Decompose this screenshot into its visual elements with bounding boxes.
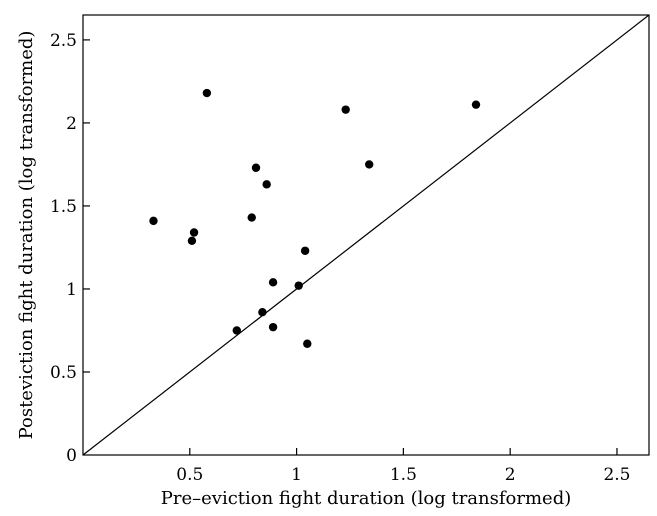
data-point (247, 213, 256, 222)
x-tick-label: 1.5 (390, 465, 417, 485)
data-point (149, 216, 158, 226)
x-axis-title: Pre–eviction fight duration (log transfo… (161, 488, 571, 509)
data-point (268, 322, 278, 332)
y-tick-label: 0 (66, 446, 77, 466)
y-axis-title: Posteviction fight duration (log transfo… (16, 31, 37, 440)
data-point (341, 105, 350, 114)
y-axis-ticks: 0 0.5 1 1.5 2 2.5 (50, 31, 90, 466)
y-tick-label: 1 (66, 280, 77, 300)
y-tick-label: 2 (66, 114, 77, 134)
data-point (187, 236, 197, 246)
x-tick-label: 0.5 (176, 465, 203, 485)
x-tick-label: 2 (505, 465, 516, 485)
data-points (149, 88, 481, 348)
data-point (189, 228, 199, 237)
x-tick-label: 1 (291, 465, 302, 485)
y-tick-label: 2.5 (50, 31, 77, 51)
data-point (202, 88, 212, 98)
data-point (268, 278, 278, 287)
y-tick-label: 0.5 (50, 363, 77, 383)
data-point (471, 100, 481, 109)
data-point (251, 163, 261, 172)
data-point (262, 180, 271, 189)
data-point (232, 326, 241, 335)
data-point (303, 339, 312, 348)
data-point (300, 246, 310, 255)
data-point (365, 160, 374, 169)
data-point (258, 308, 267, 317)
data-point (294, 281, 303, 290)
x-tick-label: 2.5 (603, 465, 630, 485)
plot-frame (82, 14, 650, 456)
identity-reference-line (82, 14, 650, 456)
x-axis-ticks: 0.5 1 1.5 2 2.5 (176, 448, 630, 485)
y-tick-label: 1.5 (50, 197, 77, 217)
